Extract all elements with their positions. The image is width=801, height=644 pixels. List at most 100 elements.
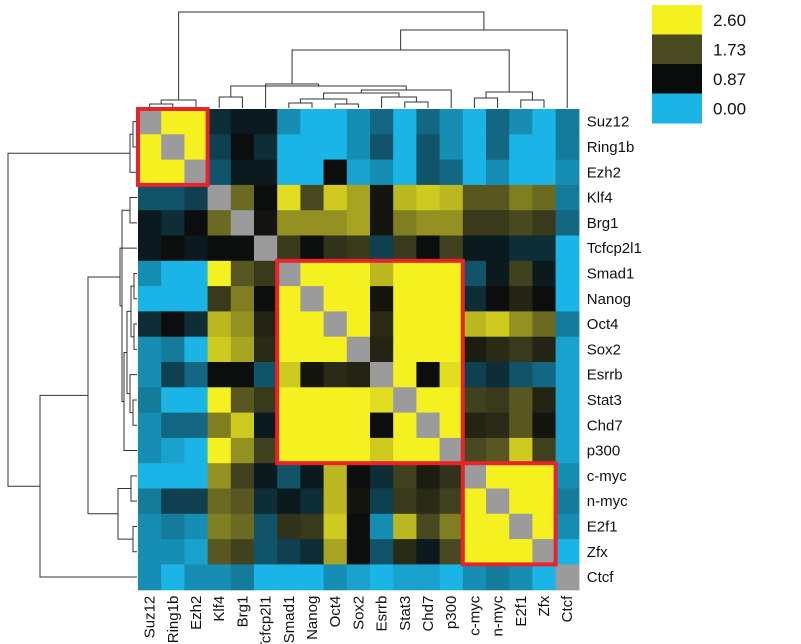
heatmap-cell — [254, 336, 278, 363]
heatmap-cell — [486, 437, 510, 464]
heatmap-cell — [370, 311, 394, 338]
heatmap-cell — [462, 513, 487, 540]
heatmap-cell — [532, 159, 557, 186]
heatmap-cell — [555, 539, 580, 565]
column-dendrogram — [149, 11, 568, 108]
heatmap-cell — [486, 488, 510, 515]
heatmap-cell — [462, 286, 487, 312]
heatmap-cell — [254, 513, 278, 540]
heatmap-cell — [300, 109, 325, 135]
heatmap-cell — [439, 463, 464, 490]
column-label: Zfx — [536, 595, 553, 616]
heatmap-cell — [416, 362, 441, 388]
heatmap-cell — [462, 260, 487, 287]
heatmap-cell — [184, 210, 209, 237]
heatmap-cell — [161, 362, 185, 388]
heatmap-cell — [161, 336, 185, 363]
heatmap-cell — [161, 387, 185, 414]
heatmap-cell — [555, 235, 580, 262]
heatmap-cell — [393, 286, 417, 312]
heatmap-cell — [439, 387, 464, 414]
heatmap-cell — [161, 210, 185, 237]
heatmap-cell — [230, 260, 255, 287]
dendrogram-branch — [218, 96, 243, 108]
heatmap-cell — [370, 159, 394, 186]
heatmap-cell — [416, 235, 441, 262]
heatmap-cell — [138, 184, 162, 211]
heatmap-cell — [462, 412, 487, 439]
heatmap-cell — [300, 362, 325, 388]
column-label: Klf4 — [211, 596, 228, 622]
heatmap-cell — [486, 210, 510, 237]
heatmap-cell — [184, 387, 209, 414]
heatmap-cell — [416, 134, 441, 161]
heatmap-cell — [300, 564, 325, 591]
heatmap-cell — [138, 286, 162, 312]
heatmap-cell — [300, 463, 325, 490]
heatmap-cell — [393, 260, 417, 287]
heatmap-cell — [184, 235, 209, 262]
heatmap-cell — [439, 260, 464, 287]
column-label: Ezh2 — [188, 596, 205, 630]
heatmap-cell — [277, 336, 301, 363]
heatmap-cell — [532, 134, 557, 161]
heatmap-cell — [486, 539, 510, 565]
heatmap-cell — [370, 134, 394, 161]
heatmap-cell — [486, 109, 510, 135]
heatmap-cell — [277, 412, 301, 439]
column-label: Sox2 — [350, 596, 367, 630]
heatmap-cell — [439, 311, 464, 338]
heatmap-cell — [462, 463, 487, 490]
heatmap-cell — [462, 488, 487, 515]
heatmap-cell — [254, 159, 278, 186]
heatmap-cell — [462, 184, 487, 211]
heatmap-cell — [370, 463, 394, 490]
heatmap-cell — [346, 159, 371, 186]
heatmap-cell — [300, 513, 325, 540]
heatmap-cell — [555, 463, 580, 490]
heatmap-cell — [161, 513, 185, 540]
heatmap-cell — [509, 159, 533, 186]
heatmap-cell — [323, 159, 348, 186]
heatmap-cell — [346, 260, 371, 287]
heatmap-cell — [555, 513, 580, 540]
heatmap-cell — [254, 134, 278, 161]
heatmap-cell — [184, 109, 209, 135]
heatmap-cell — [254, 184, 278, 211]
legend-swatch — [652, 5, 702, 35]
cluster-highlight-box — [460, 461, 558, 567]
heatmap-cell — [462, 159, 487, 186]
heatmap-cell — [346, 539, 371, 565]
heatmap-cell — [323, 412, 348, 439]
heatmap-cell — [300, 412, 325, 439]
heatmap-cell — [555, 412, 580, 439]
heatmap-cell — [184, 564, 209, 591]
row-label: Suz12 — [587, 114, 630, 131]
heatmap-cell — [393, 437, 417, 464]
heatmap-cell — [161, 134, 185, 161]
heatmap-cell — [277, 184, 301, 211]
heatmap-cell — [277, 210, 301, 237]
legend-swatch — [652, 34, 702, 65]
heatmap-cell — [486, 362, 510, 388]
heatmap-cell — [439, 159, 464, 186]
heatmap-cell — [509, 210, 533, 237]
heatmap-cell — [230, 134, 255, 161]
dendrogram-branch — [520, 99, 545, 108]
heatmap-cell — [393, 539, 417, 565]
heatmap-cell — [254, 463, 278, 490]
heatmap-cell — [207, 336, 232, 363]
row-label: Smad1 — [587, 265, 635, 282]
heatmap-cell — [486, 336, 510, 363]
heatmap-cell — [323, 210, 348, 237]
heatmap-cell — [277, 362, 301, 388]
heatmap-cell — [509, 362, 533, 388]
heatmap-cell — [138, 336, 162, 363]
heatmap-cell — [393, 412, 417, 439]
heatmap-cell — [230, 463, 255, 490]
heatmap-cell — [509, 235, 533, 262]
heatmap-cell — [393, 184, 417, 211]
heatmap-cell — [323, 513, 348, 540]
heatmap-cell — [370, 286, 394, 312]
column-label: c-myc — [466, 595, 483, 635]
